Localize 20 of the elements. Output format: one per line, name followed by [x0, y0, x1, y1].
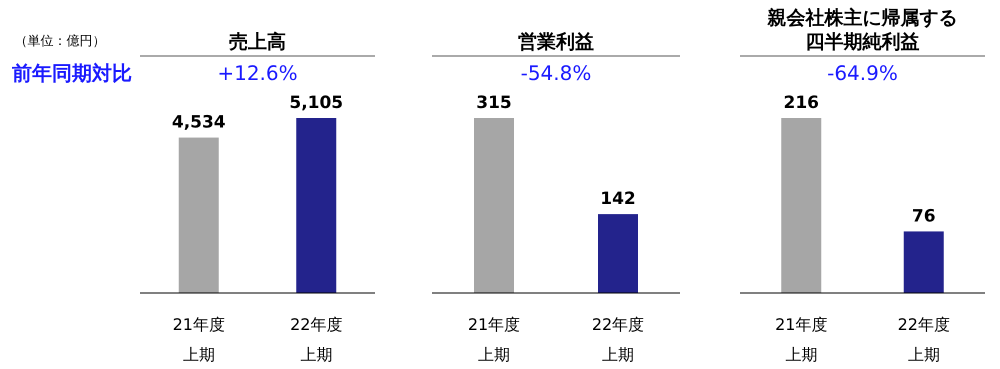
- text: 前年同期対比: [11, 61, 132, 85]
- x-tick-label: 22年度上期: [290, 315, 342, 364]
- chart-subtitle: -54.8%: [520, 61, 592, 85]
- x-tick-label: 22年度上期: [592, 315, 644, 364]
- chart-subtitle: -64.9%: [827, 61, 898, 85]
- data-label: 142: [600, 189, 636, 210]
- x-tick-label: 21年度上期: [775, 315, 828, 364]
- x-tick-label: 21年度上期: [172, 315, 225, 364]
- chart-title: 親会社株主に帰属する四半期純利益: [766, 7, 958, 53]
- data-label: 315: [476, 93, 512, 113]
- chart-subtitle: +12.6%: [217, 61, 298, 85]
- data-label: 4,534: [172, 112, 226, 133]
- x-tick-label: 21年度上期: [468, 315, 520, 364]
- data-label: 216: [784, 93, 819, 113]
- chart-title: 営業利益: [518, 31, 594, 53]
- x-tick-label: 22年度上期: [898, 315, 950, 364]
- data-label: 5,105: [289, 93, 344, 113]
- data-label: 76: [912, 206, 936, 226]
- chart-title: 売上高: [229, 31, 286, 53]
- text: （単位：億円）: [14, 34, 106, 49]
